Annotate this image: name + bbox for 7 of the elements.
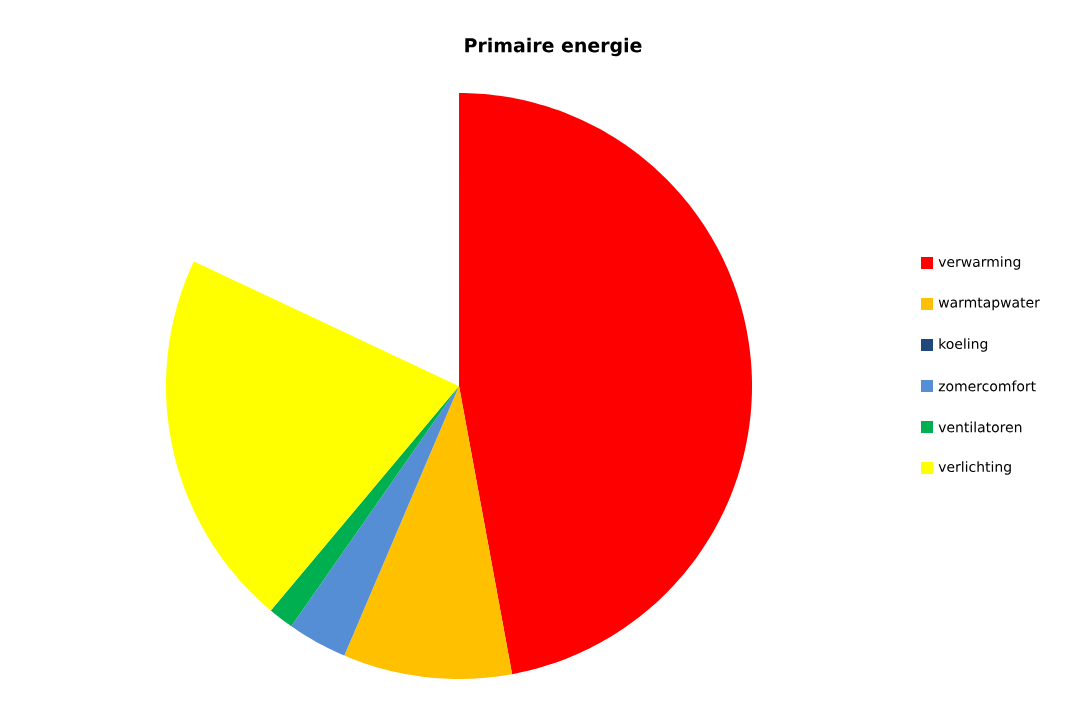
legend-label: ventilatoren <box>938 421 1022 433</box>
legend-label: koeling <box>939 338 988 352</box>
chart-title: Primaire energie <box>465 37 642 57</box>
legend-label: zomercomfort <box>938 380 1036 392</box>
legend-label: verlichting <box>938 461 1011 475</box>
legend-label: verwarming <box>938 256 1021 270</box>
legend-label: warmtapwater <box>938 297 1040 311</box>
